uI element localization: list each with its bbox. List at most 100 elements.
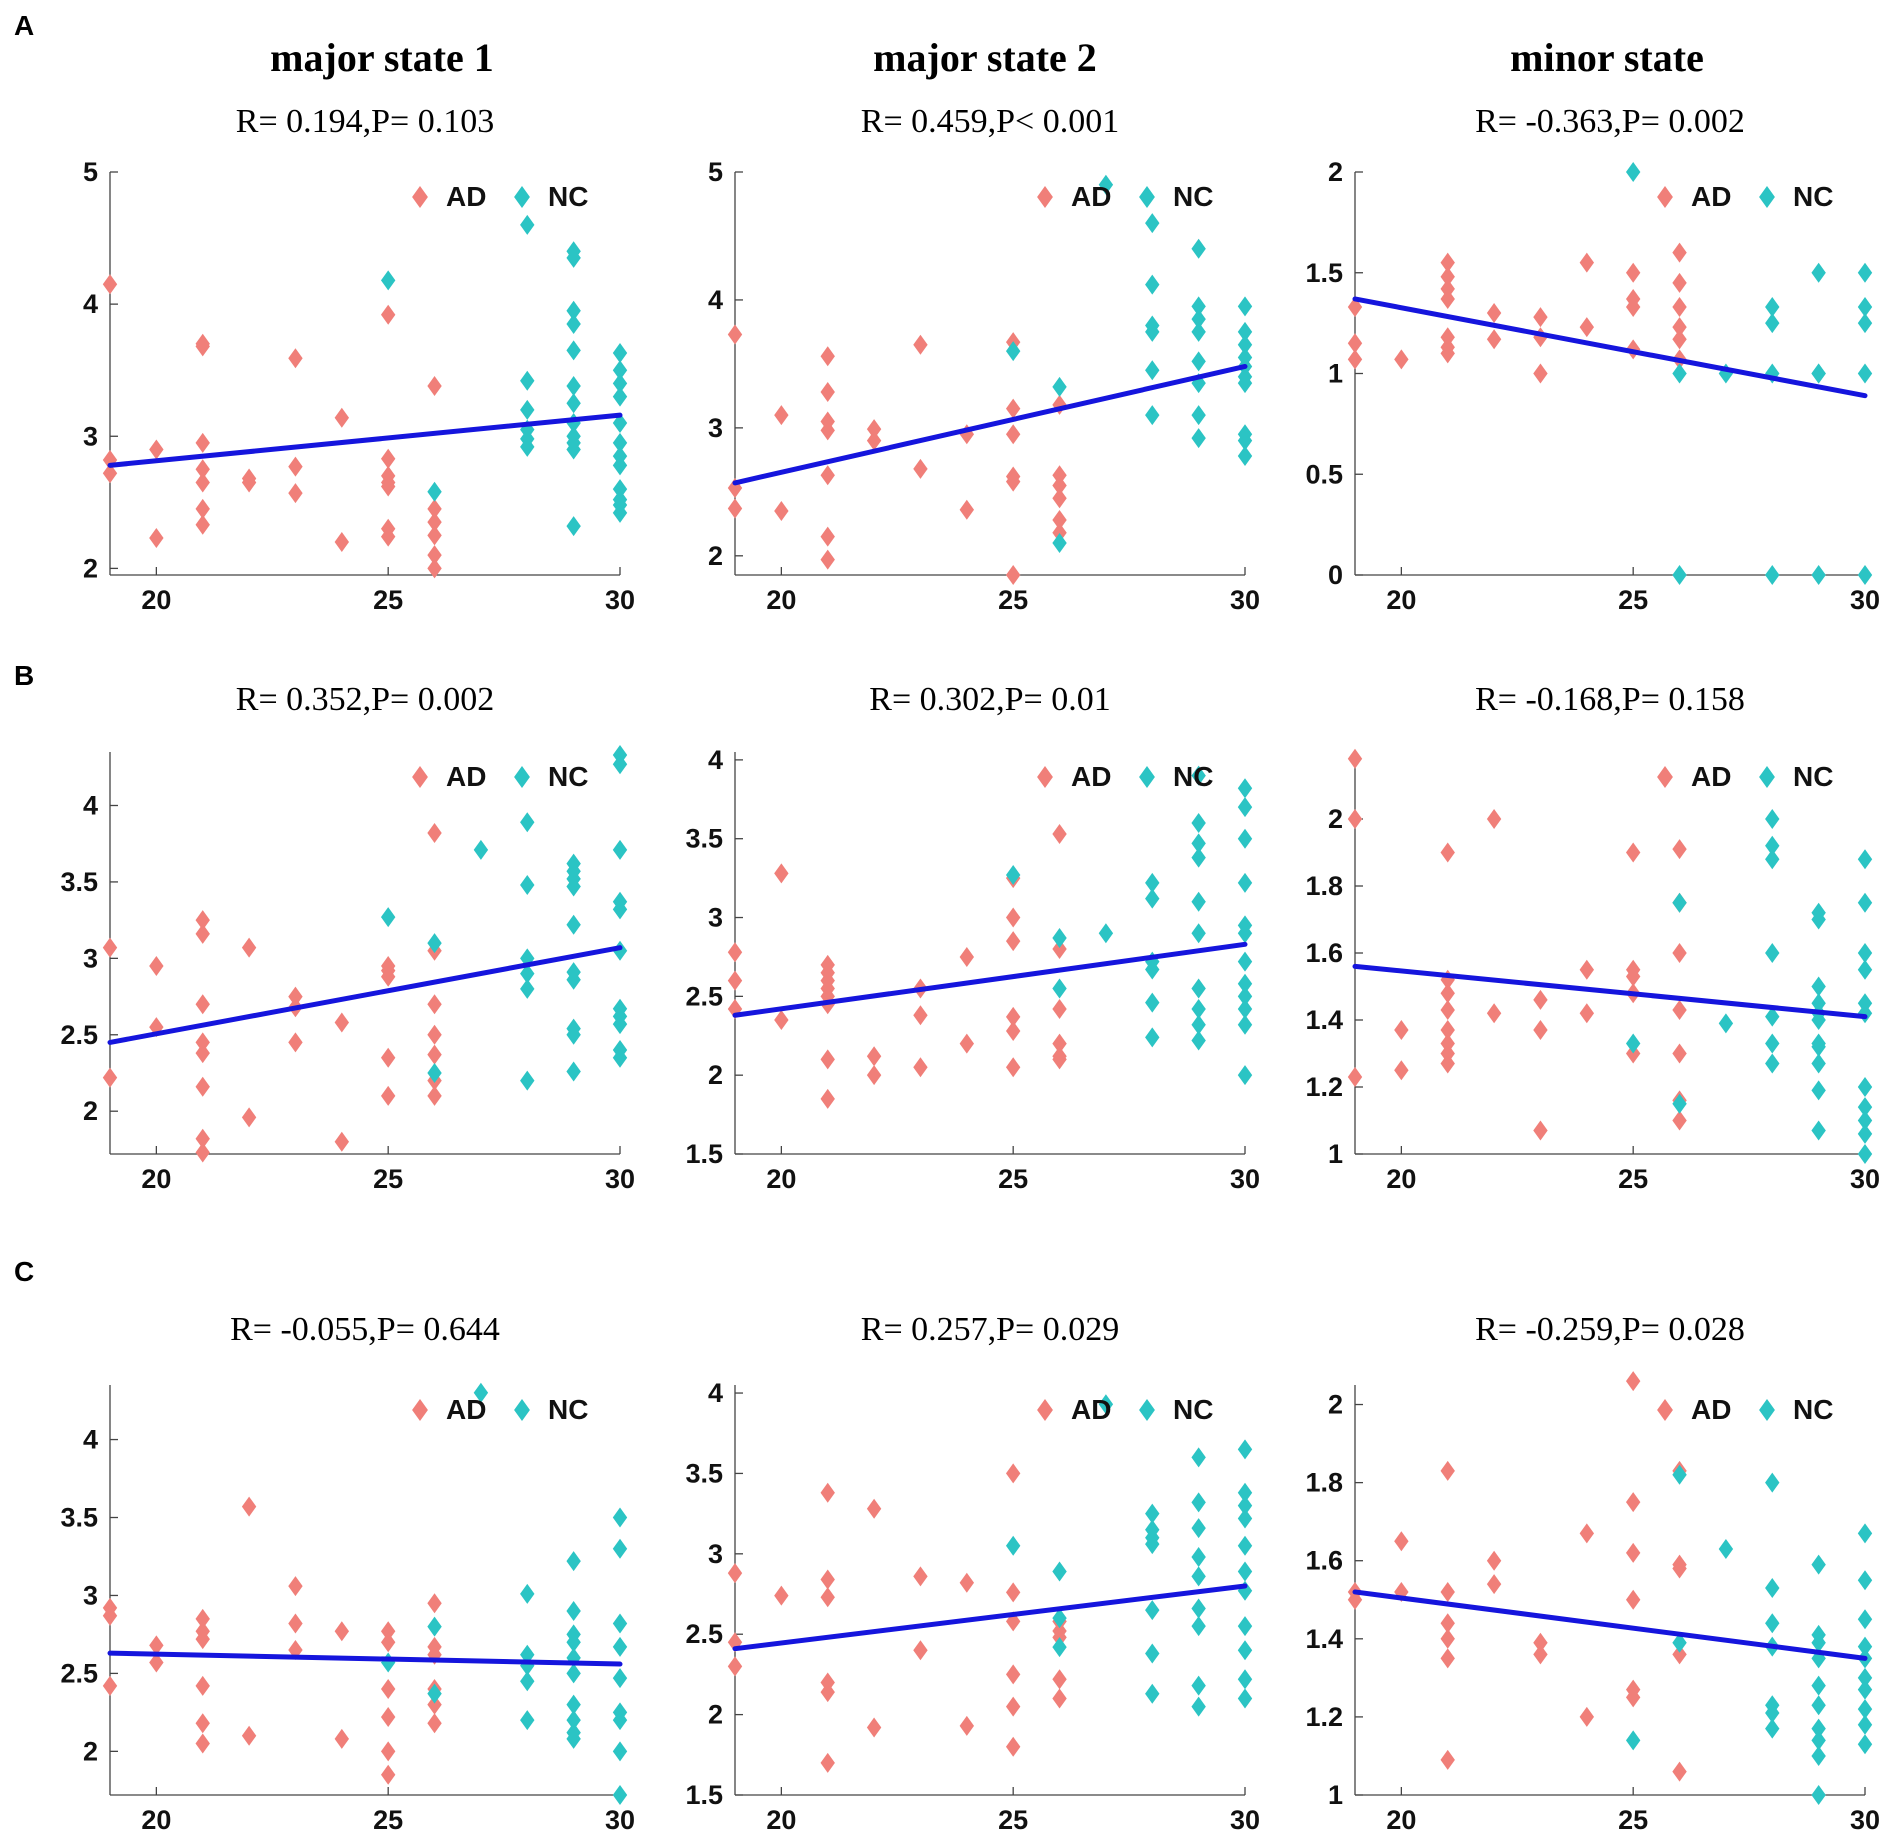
point-nc-rc-c1 [520,1671,535,1692]
point-ad-rb-c1 [334,1012,350,1033]
legend-marker-ad-ra-c1 [412,186,428,208]
point-ad-rb-c1 [195,994,210,1015]
regression-line-rc-c3 [1352,1589,1868,1661]
point-nc-rb-c3 [1672,1093,1687,1114]
point-nc-rc-c2 [1145,1600,1160,1621]
legend-label-ad-rb-c2: AD [1071,761,1111,792]
point-nc-rc-c2 [1237,1508,1253,1529]
point-nc-ra-c2 [1237,334,1253,355]
point-ad-ra-c3 [1672,272,1687,293]
point-nc-rb-c2 [1098,923,1114,944]
point-ad-ra-c2 [727,498,743,519]
point-nc-ra-c2 [1191,238,1206,259]
point-ad-ra-c3 [1486,303,1502,324]
point-nc-rb-c2 [1145,959,1160,980]
y-tick-label-rb-c3: 1.8 [1305,871,1343,901]
point-nc-rc-c2 [1098,1394,1114,1415]
point-ad-ra-c1 [380,448,396,469]
point-nc-rc-c3 [1857,1636,1873,1657]
y-tick-label-ra-c2: 4 [708,285,723,315]
point-nc-ra-c1 [566,516,581,537]
y-tick-label-rc-c3: 1.4 [1305,1624,1343,1654]
point-ad-rc-c3 [1440,1460,1455,1481]
point-nc-rb-c1 [566,876,581,897]
point-ad-ra-c2 [1052,509,1067,530]
legend-marker-ad-rc-c3 [1657,1399,1673,1421]
point-nc-rb-c3 [1765,835,1780,856]
point-nc-rc-c2 [1052,1608,1067,1629]
x-tick-label-ra-c2: 30 [1230,585,1260,615]
point-ad-rb-c3 [1394,1020,1409,1041]
point-nc-rb-c1 [612,940,628,961]
regression-line-ra-c2 [732,363,1248,486]
point-ad-ra-c2 [1052,522,1067,543]
point-ad-ra-c3 [1533,327,1548,348]
point-nc-ra-c2 [1191,428,1206,449]
point-ad-rc-c1 [380,1678,396,1699]
legend-marker-nc-rc-c1 [514,1399,530,1421]
point-ad-rc-c3 [1579,1706,1595,1727]
point-ad-ra-c2 [774,501,789,522]
regression-line-rb-c1 [107,945,623,1045]
point-ad-ra-c1 [427,545,442,566]
point-ad-ra-c3 [1533,363,1548,384]
point-ad-rc-c3 [1672,1558,1687,1579]
legend-label-nc-rc-c3: NC [1793,1394,1833,1425]
y-tick-label-ra-c3: 0 [1328,560,1343,590]
point-ad-ra-c1 [149,439,164,460]
point-nc-rc-c1 [566,1663,581,1684]
point-ad-rc-c2 [913,1640,928,1661]
x-tick-label-ra-c2: 20 [766,585,796,615]
point-nc-ra-c2 [1191,309,1206,330]
point-nc-rc-c2 [1145,1527,1160,1548]
point-ad-ra-c3 [1579,252,1595,273]
point-ad-rb-c3 [1347,809,1363,829]
point-nc-rb-c2 [1237,986,1253,1007]
legend-label-nc-ra-c1: NC [548,181,588,212]
point-nc-ra-c3 [1811,565,1826,585]
point-nc-rc-c1 [427,1616,442,1637]
point-nc-rb-c2 [1237,778,1253,799]
point-nc-rb-c3 [1857,1144,1873,1164]
point-ad-rc-c3 [1579,1523,1595,1544]
point-nc-ra-c1 [566,376,581,397]
point-nc-ra-c2 [1237,321,1253,342]
point-ad-rb-c3 [1440,842,1455,863]
point-ad-rb-c2 [913,1057,928,1078]
point-ad-rb-c3 [1440,1020,1455,1041]
point-nc-rc-c3 [1857,1570,1873,1591]
point-nc-rb-c2 [1191,833,1206,854]
point-ad-rb-c3 [1579,1003,1595,1024]
point-ad-rb-c3 [1533,1120,1548,1141]
point-ad-rb-c2 [820,1049,835,1070]
point-nc-rc-c2 [1052,1561,1067,1582]
point-ad-rc-c1 [241,1496,257,1517]
point-nc-rb-c1 [612,1014,628,1035]
point-nc-rb-c3 [1857,892,1873,913]
point-nc-rb-c2 [1191,891,1206,912]
point-nc-ra-c2 [1191,351,1206,372]
point-nc-rc-c3 [1857,1667,1873,1688]
point-nc-rb-c3 [1857,1077,1873,1097]
point-nc-rc-c3 [1765,1472,1780,1493]
point-ad-rc-c1 [195,1675,210,1696]
x-tick-label-rc-c1: 25 [373,1805,403,1835]
point-ad-rb-c3 [1672,999,1687,1020]
legend-label-nc-rc-c1: NC [548,1394,588,1425]
point-nc-ra-c2 [1237,446,1253,467]
point-nc-rc-c2 [1237,1640,1253,1661]
point-ad-rb-c3 [1347,1066,1363,1087]
point-nc-ra-c3 [1672,565,1687,585]
point-ad-ra-c1 [427,558,442,579]
point-nc-ra-c1 [612,360,628,381]
point-ad-ra-c2 [1005,471,1021,492]
point-ad-rb-c1 [241,937,257,958]
point-nc-rb-c2 [1237,951,1253,972]
point-ad-ra-c1 [195,514,210,535]
point-ad-ra-c2 [1005,565,1021,585]
point-ad-ra-c3 [1672,317,1687,338]
point-ad-ra-c2 [820,549,835,570]
y-tick-label-ra-c3: 1 [1328,359,1343,389]
point-nc-ra-c1 [566,247,581,268]
panel-label-c: C [14,1256,35,1287]
